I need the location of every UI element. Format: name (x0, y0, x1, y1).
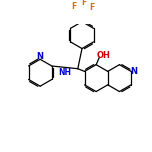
Text: N: N (37, 52, 44, 61)
Text: N: N (130, 67, 137, 76)
Text: F: F (81, 0, 86, 7)
Text: OH: OH (97, 51, 111, 60)
Text: F: F (71, 2, 76, 10)
Text: NH: NH (58, 68, 71, 77)
Text: F: F (89, 3, 95, 12)
